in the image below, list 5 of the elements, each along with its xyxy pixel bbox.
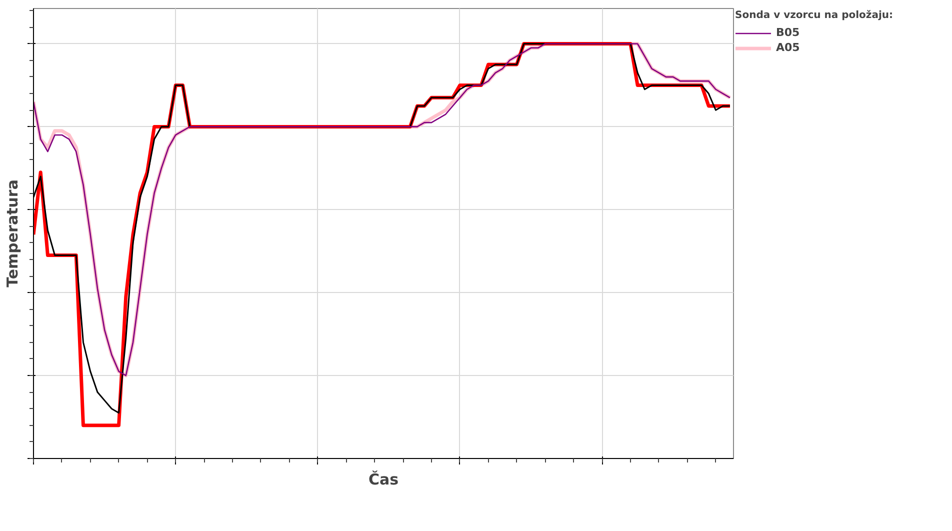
legend-label: A05 [776,41,800,54]
legend-title: Sonda v vzorcu na položaju: [735,10,894,21]
y-axis-title: Temperatura [4,180,22,288]
x-axis-title: Čas [368,470,399,488]
legend-label: B05 [776,26,800,39]
